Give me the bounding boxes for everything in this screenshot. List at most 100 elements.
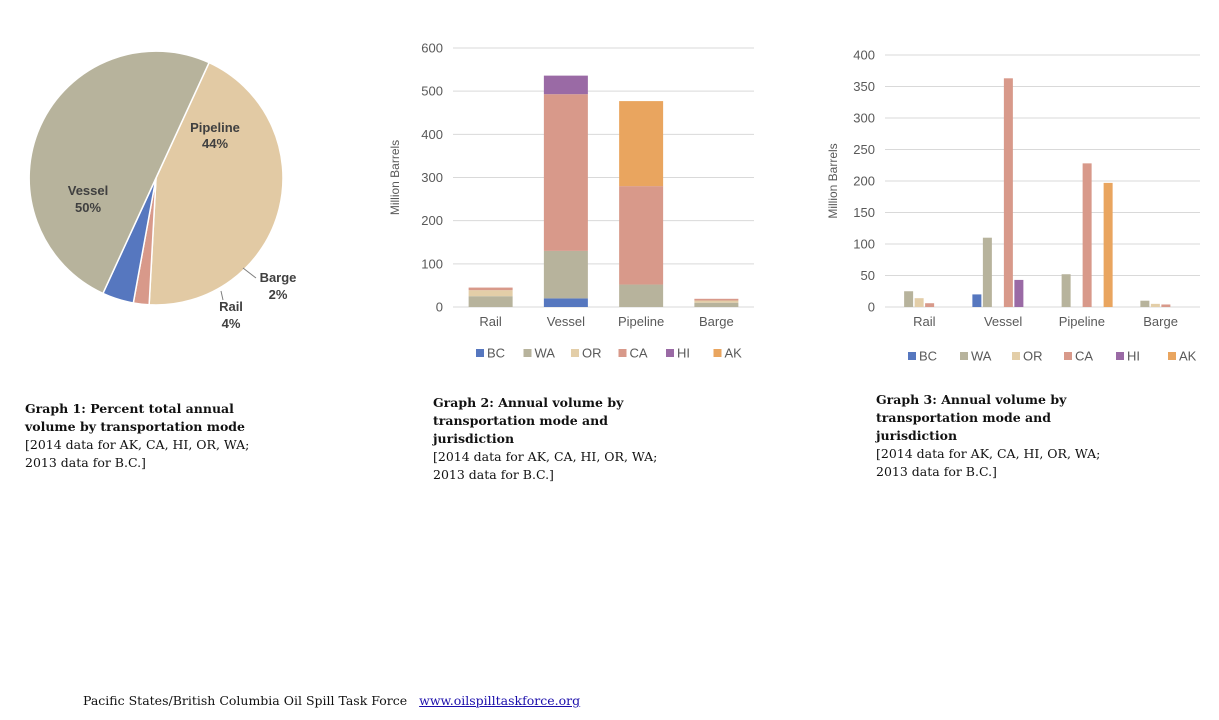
bar-vessel-bc bbox=[543, 298, 588, 307]
bar-vessel-wa bbox=[543, 250, 588, 299]
legend-label-ca: CA bbox=[1075, 349, 1093, 364]
bar-rail-wa bbox=[468, 296, 513, 307]
legend-label-bc: BC bbox=[487, 346, 505, 361]
graph3-caption-title: Graph 3: Annual volume by transportation… bbox=[876, 392, 1067, 443]
bar-barge-wa bbox=[694, 302, 739, 307]
bar-pipeline-ca bbox=[619, 186, 664, 285]
graph1-caption-note: [2014 data for AK, CA, HI, OR, WA; 2013 … bbox=[25, 437, 250, 470]
bar-barge-ca bbox=[1161, 304, 1171, 307]
bar-pipeline-ak bbox=[619, 101, 664, 187]
x-tick-label-rail: Rail bbox=[479, 314, 502, 329]
y-tick-label: 350 bbox=[853, 79, 875, 94]
pie-slice-vessel bbox=[28, 50, 211, 295]
y-axis-label: Million Barrels bbox=[826, 143, 840, 218]
y-tick-label: 400 bbox=[853, 48, 875, 63]
bar-vessel-bc bbox=[972, 294, 982, 307]
graph3-caption: Graph 3: Annual volume by transportation… bbox=[876, 391, 1116, 481]
footer: Pacific States/British Columbia Oil Spil… bbox=[83, 693, 580, 708]
pie-label-vessel: Vessel bbox=[68, 183, 109, 198]
bar-pipeline-wa bbox=[619, 284, 664, 307]
bar-vessel-wa bbox=[982, 237, 992, 307]
bar-pipeline-ak bbox=[1103, 182, 1113, 307]
bar-barge-ca bbox=[694, 298, 739, 301]
pie-label-rail: Rail bbox=[219, 299, 243, 314]
legend-swatch-ca bbox=[1064, 352, 1072, 360]
legend-label-ak: AK bbox=[1179, 349, 1197, 364]
legend-swatch-ak bbox=[1168, 352, 1176, 360]
pie-pct-rail: 4% bbox=[222, 316, 241, 331]
bar-barge-wa bbox=[1140, 300, 1150, 307]
x-tick-label-vessel: Vessel bbox=[547, 314, 585, 329]
stacked-bar-chart-volume: 0 100 200 300 400 500 600 Million Barrels Rail Ve… bbox=[388, 41, 754, 361]
x-tick-label-barge: Barge bbox=[1143, 314, 1178, 329]
bar-pipeline-wa bbox=[1061, 274, 1071, 307]
graph1-caption-title: Graph 1: Percent total annual volume by … bbox=[25, 401, 246, 434]
graph2-caption-note: [2014 data for AK, CA, HI, OR, WA; 2013 … bbox=[433, 449, 658, 482]
pie-slice-pipeline bbox=[148, 61, 284, 306]
legend-label-ak: AK bbox=[725, 346, 743, 361]
x-tick-label-rail: Rail bbox=[913, 314, 936, 329]
graph3-caption-note: [2014 data for AK, CA, HI, OR, WA; 2013 … bbox=[876, 446, 1101, 479]
footer-org: Pacific States/British Columbia Oil Spil… bbox=[83, 693, 408, 708]
legend-label-bc: BC bbox=[919, 349, 937, 364]
y-tick-label: 250 bbox=[853, 142, 875, 157]
legend-swatch-wa bbox=[523, 349, 532, 357]
y-tick-label: 600 bbox=[421, 41, 443, 56]
y-tick-label: 150 bbox=[853, 205, 875, 220]
legend-swatch-bc bbox=[476, 349, 484, 357]
footer-link[interactable]: www.oilspilltaskforce.org bbox=[419, 693, 581, 708]
bar-pipeline-ca bbox=[1082, 163, 1092, 307]
bar-rail-wa bbox=[904, 291, 914, 307]
y-tick-label: 200 bbox=[421, 213, 443, 228]
y-tick-label: 500 bbox=[421, 84, 443, 99]
bar-vessel-hi bbox=[1014, 279, 1024, 307]
y-tick-label: 50 bbox=[861, 268, 875, 283]
bar-vessel-ca bbox=[1003, 78, 1013, 307]
y-axis-label: Million Barrels bbox=[388, 140, 402, 215]
pie-pct-vessel: 50% bbox=[75, 200, 101, 215]
pie-pct-barge: 2% bbox=[269, 287, 288, 302]
graph2-caption: Graph 2: Annual volume by transportation… bbox=[433, 394, 673, 484]
y-tick-label: 100 bbox=[853, 237, 875, 252]
legend-swatch-hi bbox=[666, 349, 674, 357]
pie-leader-barge bbox=[242, 267, 257, 279]
y-tick-label: 300 bbox=[421, 170, 443, 185]
bar-rail-or bbox=[468, 290, 513, 297]
legend-label-wa: WA bbox=[971, 349, 992, 364]
legend-swatch-or bbox=[571, 349, 579, 357]
x-tick-label-pipeline: Pipeline bbox=[618, 314, 664, 329]
pie-label-pipeline: Pipeline bbox=[190, 120, 240, 135]
y-tick-label: 200 bbox=[853, 174, 875, 189]
bar-rail-or bbox=[914, 298, 924, 307]
legend-swatch-wa bbox=[960, 352, 968, 360]
legend-swatch-or bbox=[1012, 352, 1020, 360]
pie-pct-pipeline: 44% bbox=[202, 136, 228, 151]
legend-label-hi: HI bbox=[677, 346, 690, 361]
y-tick-label: 0 bbox=[436, 300, 443, 315]
legend-swatch-hi bbox=[1116, 352, 1124, 360]
legend-label-ca: CA bbox=[630, 346, 648, 361]
y-tick-label: 100 bbox=[421, 256, 443, 271]
legend-swatch-ca bbox=[618, 349, 627, 357]
x-tick-label-barge: Barge bbox=[699, 314, 734, 329]
legend-label-wa: WA bbox=[535, 346, 556, 361]
legend-label-or: OR bbox=[1023, 349, 1043, 364]
legend-label-or: OR bbox=[582, 346, 602, 361]
bar-barge-or bbox=[1150, 303, 1160, 307]
x-tick-label-vessel: Vessel bbox=[984, 314, 1022, 329]
legend-label-hi: HI bbox=[1127, 349, 1140, 364]
bar-vessel-hi bbox=[543, 75, 588, 95]
graph1-caption: Graph 1: Percent total annual volume by … bbox=[25, 400, 275, 472]
bar-rail-ca bbox=[468, 287, 513, 291]
y-tick-label: 400 bbox=[421, 127, 443, 142]
graph2-caption-title: Graph 2: Annual volume by transportation… bbox=[433, 395, 624, 446]
legend-swatch-ak bbox=[713, 349, 722, 357]
pie-leader-rail bbox=[220, 290, 224, 301]
y-tick-label: 0 bbox=[868, 300, 875, 315]
bar-vessel-ca bbox=[543, 94, 588, 251]
y-tick-label: 300 bbox=[853, 111, 875, 126]
clustered-bar-chart-volume: 0 50 100 150 200 250 300 350 400 Million Barrels R… bbox=[826, 48, 1200, 364]
bar-rail-ca bbox=[925, 303, 935, 307]
pie-label-barge: Barge bbox=[260, 270, 297, 285]
